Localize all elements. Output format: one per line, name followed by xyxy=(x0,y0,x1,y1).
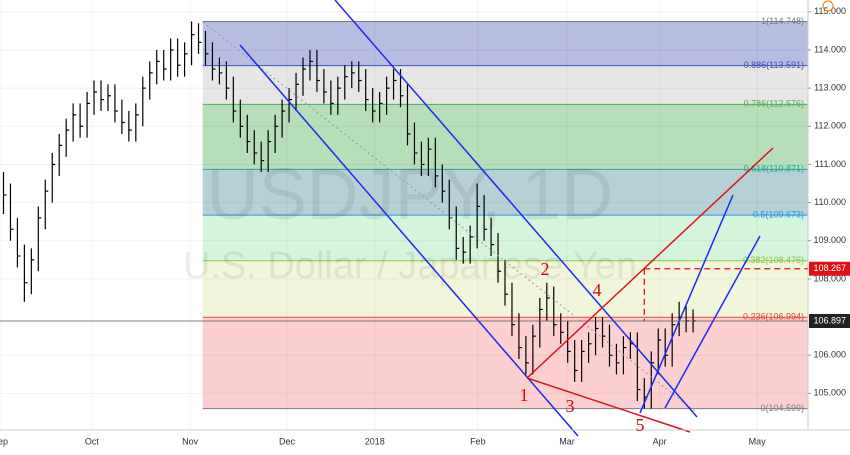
fib-level-label: 0.786(112.576) xyxy=(744,99,804,109)
wave-label: 2 xyxy=(541,259,550,279)
x-tick-label: Nov xyxy=(182,436,199,446)
trend-line xyxy=(639,194,734,414)
watermark-description: U.S. Dollar / Japanese Yen xyxy=(183,245,637,287)
y-tick-label: 112.000 xyxy=(814,121,846,131)
fib-zone xyxy=(202,215,809,261)
x-tick-label: Mar xyxy=(559,436,575,446)
trend-line xyxy=(334,0,698,418)
fib-zone xyxy=(202,65,809,105)
wave-label: 1 xyxy=(520,385,529,405)
fib-level-label: 0.886(113.591) xyxy=(744,60,804,70)
x-tick-label: Sep xyxy=(0,436,8,446)
fib-zone xyxy=(202,21,809,66)
wave-label: 5 xyxy=(636,415,645,435)
fib-trend-line xyxy=(202,21,698,414)
fib-zone xyxy=(202,317,809,409)
y-tick-label: 108.000 xyxy=(813,273,846,283)
fib-zone xyxy=(202,104,809,170)
wave-label: 4 xyxy=(593,280,602,300)
x-tick-label: Dec xyxy=(279,436,296,446)
y-tick-label: 114.000 xyxy=(814,44,846,54)
x-tick-label: 2018 xyxy=(365,436,385,446)
fib-level-label: 0(104.599) xyxy=(760,403,804,413)
fib-zone xyxy=(202,169,809,216)
price-marks xyxy=(0,268,808,322)
x-tick-label: Feb xyxy=(470,436,486,446)
y-tick-label: 110.000 xyxy=(814,197,846,207)
y-tick-label: 105.000 xyxy=(813,388,846,398)
trend-line xyxy=(526,377,691,433)
y-tick-label: 111.000 xyxy=(815,159,846,169)
fib-level-label: 0.618(110.871) xyxy=(744,164,804,174)
fib-level-label: 1(114.748) xyxy=(761,16,804,26)
fib-retracement: 1(114.748) 0.886(113.591) 0.786(112.576) 0.… xyxy=(202,16,809,413)
price-axis xyxy=(808,0,850,430)
trend-line xyxy=(664,235,761,409)
x-tick-label: May xyxy=(749,436,767,446)
last-price-box xyxy=(809,313,850,328)
wave-label: 3 xyxy=(566,396,575,416)
axis-labels: 115.000 114.000 113.000 112.000 111.000 110.0… xyxy=(0,6,850,446)
trend-line xyxy=(526,147,774,379)
last-price-label: 106.897 xyxy=(813,315,846,325)
y-tick-label: 115.000 xyxy=(814,6,846,16)
y-tick-label: 106.000 xyxy=(813,350,846,360)
x-tick-label: Apr xyxy=(653,436,667,446)
target-price-label: 108.267 xyxy=(813,263,846,273)
fib-level-label: 0.236(106.994) xyxy=(743,312,804,322)
x-tick-label: Oct xyxy=(85,436,100,446)
y-tick-label: 113.000 xyxy=(814,83,846,93)
alert-icon[interactable] xyxy=(822,0,834,12)
grid xyxy=(0,0,808,430)
drawings xyxy=(202,0,774,437)
target-price-box xyxy=(809,261,850,276)
fib-level-label: 0.382(108.476) xyxy=(743,255,804,265)
fib-level-label: 0.5(109.673) xyxy=(753,209,804,219)
y-tick-label: 109.000 xyxy=(813,235,846,245)
trend-line xyxy=(239,44,579,437)
watermark-symbol: USDJPY, 1D xyxy=(207,155,614,235)
wave-labels: 1 2 3 4 5 xyxy=(520,259,645,435)
